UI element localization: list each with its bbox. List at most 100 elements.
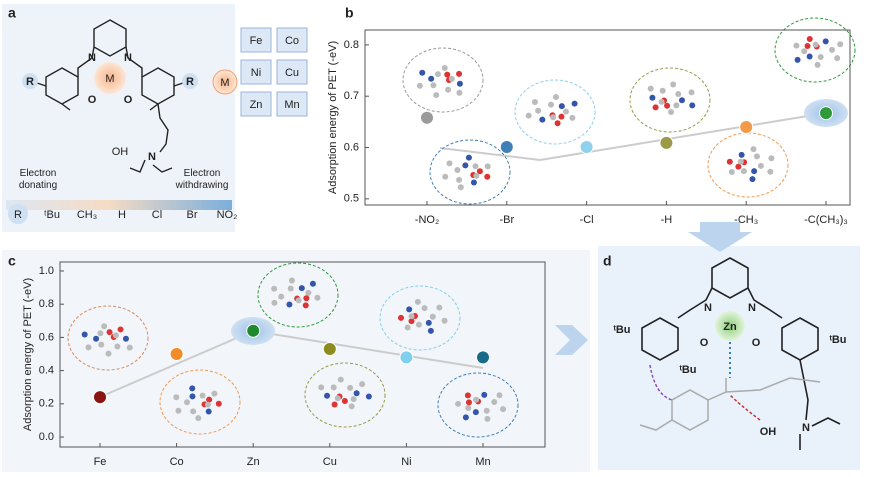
data-point [399, 350, 414, 365]
atom-ball [106, 329, 113, 336]
r-group: R [14, 209, 22, 221]
atom-ball [837, 41, 844, 48]
atom-ball [408, 318, 415, 325]
atom-ball [117, 326, 124, 333]
molecule-frame [159, 369, 241, 435]
atom-ball [456, 89, 463, 96]
substituent: CH₃ [77, 209, 97, 221]
atom-ball [806, 53, 813, 60]
atom-ball [442, 173, 449, 180]
metal-label: Zn [250, 99, 263, 111]
x-tick-label: -C(CH₃)₃ [804, 214, 848, 226]
data-point [246, 323, 261, 338]
atom-ball [441, 65, 448, 72]
atom-ball [483, 407, 490, 414]
atom-ball [456, 176, 463, 183]
atom-ball [445, 86, 452, 93]
metal-glow [212, 69, 238, 95]
atom-ball [649, 94, 656, 101]
atom-ball [484, 415, 491, 422]
metal-label: Mn [284, 99, 299, 111]
metal-symbol: M [220, 77, 229, 89]
atom-ball [801, 48, 808, 55]
metal-label: Fe [250, 35, 263, 47]
atom-ball [822, 38, 829, 45]
atom-ball [350, 396, 357, 403]
atom-ball [569, 114, 576, 121]
atom-ball [767, 168, 774, 175]
x-tick-label: Mn [475, 456, 490, 468]
atom-ball [98, 341, 105, 348]
atom-ball [295, 297, 302, 304]
atom-ball [525, 112, 532, 119]
atom-ball [539, 116, 546, 123]
metal-glow [94, 62, 126, 94]
atom-ball [455, 400, 462, 407]
atom-ball [462, 414, 469, 421]
molecule-frame [429, 139, 511, 205]
atom-ball [444, 71, 451, 78]
atom-ball [434, 71, 441, 78]
atom: O [700, 337, 709, 349]
atom-ball [175, 407, 182, 414]
molecule-frame [304, 362, 386, 428]
atom-ball [484, 163, 491, 170]
molecule-frame [402, 47, 484, 113]
atom-ball [472, 409, 479, 416]
atom-ball [421, 305, 428, 312]
x-tick-label: -CH₃ [734, 214, 758, 226]
atom-ball [302, 302, 309, 309]
r-glow [8, 204, 28, 224]
atom-ball [408, 313, 415, 320]
x-tick-label: -Br [499, 214, 514, 226]
x-tick-label: Ni [401, 456, 411, 468]
x-tick-label: Zn [247, 456, 260, 468]
atom-ball [365, 393, 372, 400]
atom-ball [834, 55, 841, 62]
atom-ball [491, 398, 498, 405]
atom-ball [828, 46, 835, 53]
atom-ball [571, 100, 578, 107]
plot-frame [59, 261, 546, 448]
atom-ball [750, 146, 757, 153]
atom-ball [406, 306, 413, 313]
atom-ball [817, 54, 824, 61]
r-group: R [186, 76, 194, 88]
metal-symbol: Zn [723, 321, 737, 333]
atom-ball [465, 405, 472, 412]
atom-ball [334, 395, 341, 402]
metal-label: Co [285, 35, 299, 47]
interaction [649, 364, 673, 401]
data-point [739, 119, 754, 134]
atom-ball [93, 335, 100, 342]
atom-ball [429, 313, 436, 320]
atom-ball [554, 120, 561, 127]
atom-ball [446, 160, 453, 167]
atom-ball [348, 403, 355, 410]
atom-ball [753, 153, 760, 160]
atom-ball [199, 392, 206, 399]
substituent: ᵗBu [44, 209, 60, 221]
atom-ball [206, 396, 213, 403]
atom-ball [314, 294, 321, 301]
atom-ball [341, 397, 348, 404]
salen-structure [33, 19, 187, 173]
atom: N [802, 422, 810, 434]
atom-ball [804, 43, 811, 50]
atom: O [124, 94, 133, 106]
atom: OH [112, 146, 129, 158]
atom-ball [749, 176, 756, 183]
atom-ball [647, 85, 654, 92]
y-tick-label: 0.8 [39, 298, 54, 310]
atom-ball [195, 415, 202, 422]
atom-ball [278, 293, 285, 300]
tbu: ᵗBu [679, 364, 696, 376]
atom-ball [558, 113, 565, 120]
atom-ball [462, 162, 469, 169]
atom-ball [531, 99, 538, 106]
atom-ball [85, 344, 92, 351]
atom-ball [204, 401, 211, 408]
atom-ball [211, 390, 218, 397]
atom-ball [794, 56, 801, 63]
